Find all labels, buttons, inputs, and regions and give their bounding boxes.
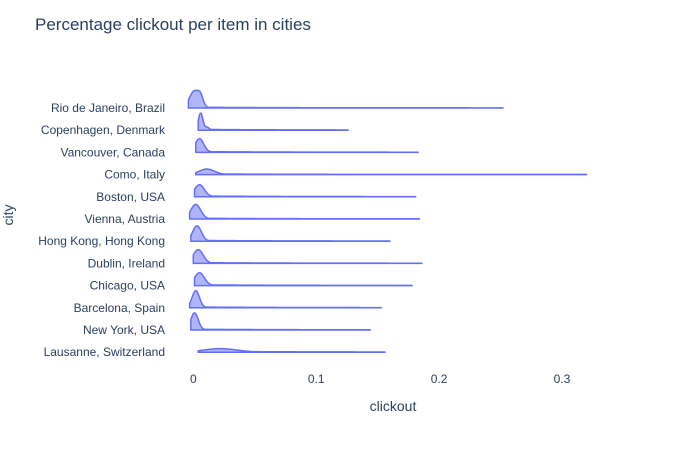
y-tick-label: Vienna, Austria	[84, 212, 165, 226]
y-tick-label: Hong Kong, Hong Kong	[38, 234, 165, 248]
y-tick-label: Como, Italy	[104, 168, 165, 182]
ridge-shape	[197, 112, 349, 131]
y-tick-label: Rio de Janeiro, Brazil	[51, 101, 165, 115]
ridge-como-italy	[195, 168, 588, 176]
ridge-shape	[195, 168, 588, 176]
plot-area	[187, 89, 588, 353]
chart-title: Percentage clickout per item in cities	[35, 15, 311, 34]
y-tick-labels: Rio de Janeiro, Brazil Copenhagen, Denmar…	[38, 101, 166, 359]
ridge-shape	[190, 224, 391, 242]
ridge-shape	[188, 203, 421, 220]
ridge-boston-usa	[193, 183, 417, 198]
y-tick-label: Copenhagen, Denmark	[41, 123, 166, 137]
ridge-rio-de-janeiro-brazil	[187, 89, 504, 109]
x-tick-labels: 0 0.1 0.2 0.3	[190, 372, 571, 386]
ridge-vienna-austria	[188, 203, 421, 220]
x-tick-label: 0.2	[431, 372, 448, 386]
y-tick-label: Barcelona, Spain	[74, 301, 165, 315]
ridge-shape	[188, 289, 383, 309]
ridge-shape	[193, 271, 413, 287]
ridge-vancouver-canada	[195, 137, 419, 154]
y-tick-label: New York, USA	[83, 323, 165, 337]
ridge-hong-kong-hong-kong	[190, 224, 391, 242]
ridge-shape	[192, 248, 423, 265]
y-tick-label: Dublin, Ireland	[88, 256, 165, 270]
ridge-barcelona-spain	[188, 289, 383, 309]
x-tick-label: 0	[190, 372, 197, 386]
ridge-shape	[190, 312, 372, 331]
ridge-chicago-usa	[193, 271, 413, 287]
y-tick-label: Vancouver, Canada	[60, 145, 165, 159]
ridge-shape	[187, 89, 504, 109]
y-tick-label: Chicago, USA	[90, 279, 165, 293]
ridge-lausanne-switzerland	[197, 347, 386, 353]
ridge-copenhagen-denmark	[197, 112, 349, 131]
ridge-new-york-usa	[190, 312, 372, 331]
ridge-shape	[193, 183, 417, 198]
y-tick-label: Boston, USA	[96, 190, 165, 204]
ridge-shape	[195, 137, 419, 154]
x-tick-label: 0.1	[308, 372, 325, 386]
y-axis-title: city	[0, 205, 16, 226]
x-tick-label: 0.3	[554, 372, 571, 386]
x-axis-title: clickout	[370, 398, 417, 414]
ridge-dublin-ireland	[192, 248, 423, 265]
ridge-shape	[197, 347, 386, 353]
y-tick-label: Lausanne, Switzerland	[44, 345, 165, 359]
